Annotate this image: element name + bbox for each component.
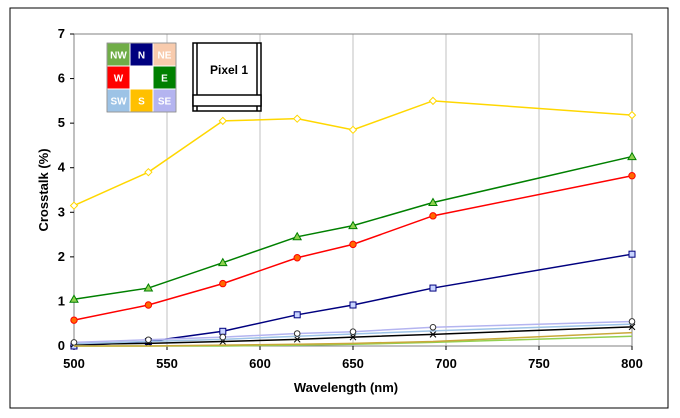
legend-cell-s: S	[129, 88, 154, 113]
data-point	[70, 316, 78, 324]
data-point	[70, 339, 78, 346]
y-axis: 0 1 2 3 4 5 6 7	[58, 26, 74, 353]
x-tick-label: 500	[63, 356, 85, 371]
data-point	[628, 250, 636, 258]
data-point	[144, 301, 153, 309]
series-sw2	[74, 331, 633, 347]
series-se	[70, 318, 636, 346]
series-line	[74, 331, 633, 347]
y-tick-label: 0	[58, 338, 65, 353]
pixel-bottom-bar	[192, 94, 262, 107]
data-point	[348, 220, 358, 230]
series-e	[69, 151, 637, 303]
y-tick-label: 2	[58, 249, 65, 264]
data-point	[219, 279, 227, 288]
data-point	[628, 172, 636, 180]
legend-cell-label: S	[138, 97, 145, 108]
data-point	[293, 254, 301, 262]
x-tick-label: 600	[249, 356, 271, 371]
data-point	[428, 96, 438, 106]
legend-cell-n: N	[129, 42, 154, 67]
direction-legend: NW N NE W E SW S SE	[106, 42, 177, 113]
data-point	[349, 301, 357, 309]
data-point	[429, 284, 437, 292]
y-tick-label: 7	[58, 26, 65, 41]
series-w	[70, 172, 636, 324]
legend-cell-label: NE	[158, 51, 172, 62]
x-tick-label: 700	[435, 356, 457, 371]
data-point	[293, 330, 301, 337]
x-axis-title: Wavelength (nm)	[294, 380, 398, 395]
x-axis: 500 550 600 650 700 750 800	[63, 346, 643, 371]
data-point	[292, 114, 302, 123]
series-s	[69, 96, 637, 210]
data-point	[292, 231, 303, 241]
x-tick-label: 800	[621, 356, 643, 371]
data-point	[219, 333, 227, 341]
legend-cell-w: W	[106, 65, 131, 90]
x-tick-label: 750	[528, 356, 550, 371]
legend-cell-label: E	[161, 74, 168, 85]
legend-cell-label: N	[138, 51, 145, 62]
y-tick-label: 6	[58, 71, 65, 86]
series-layer	[69, 96, 637, 350]
data-point	[628, 318, 636, 325]
data-point	[143, 283, 154, 292]
data-point	[219, 327, 227, 335]
data-point	[627, 110, 637, 120]
data-point	[145, 336, 152, 344]
legend-cell-e: E	[152, 65, 177, 90]
legend-cell-label: SW	[110, 97, 127, 108]
data-point	[218, 116, 228, 126]
y-tick-label: 5	[58, 115, 65, 130]
y-tick-label: 3	[58, 204, 65, 219]
data-point	[349, 328, 357, 336]
data-point	[144, 167, 153, 177]
pixel-label: Pixel 1	[210, 63, 248, 77]
pixel-diagram: Pixel 1	[192, 42, 262, 112]
legend-cell-label: SE	[158, 97, 172, 108]
legend-cell-label: W	[114, 74, 124, 85]
y-axis-title: Crosstalk (%)	[36, 148, 51, 231]
data-point	[428, 197, 438, 206]
legend-cell-ne: NE	[152, 42, 177, 67]
data-point	[348, 125, 358, 135]
legend-cell-sw: SW	[106, 88, 131, 113]
data-point	[293, 335, 301, 343]
legend-cell-label: NW	[110, 51, 127, 62]
legend-cell-nw: NW	[106, 42, 131, 67]
data-point	[217, 257, 228, 267]
data-point	[429, 212, 437, 220]
legend-cell-se: SE	[152, 88, 177, 113]
data-point	[349, 240, 357, 249]
y-tick-label: 1	[58, 293, 65, 308]
legend-border	[106, 42, 177, 113]
x-tick-label: 550	[156, 356, 178, 371]
data-point	[69, 201, 79, 210]
x-tick-label: 650	[342, 356, 364, 371]
data-point	[429, 323, 437, 331]
data-point	[69, 294, 79, 303]
data-point	[349, 333, 357, 341]
data-point	[429, 331, 437, 338]
legend-cell-center	[129, 65, 154, 90]
data-point	[293, 311, 301, 319]
y-tick-label: 4	[58, 160, 66, 175]
data-point	[627, 151, 637, 161]
